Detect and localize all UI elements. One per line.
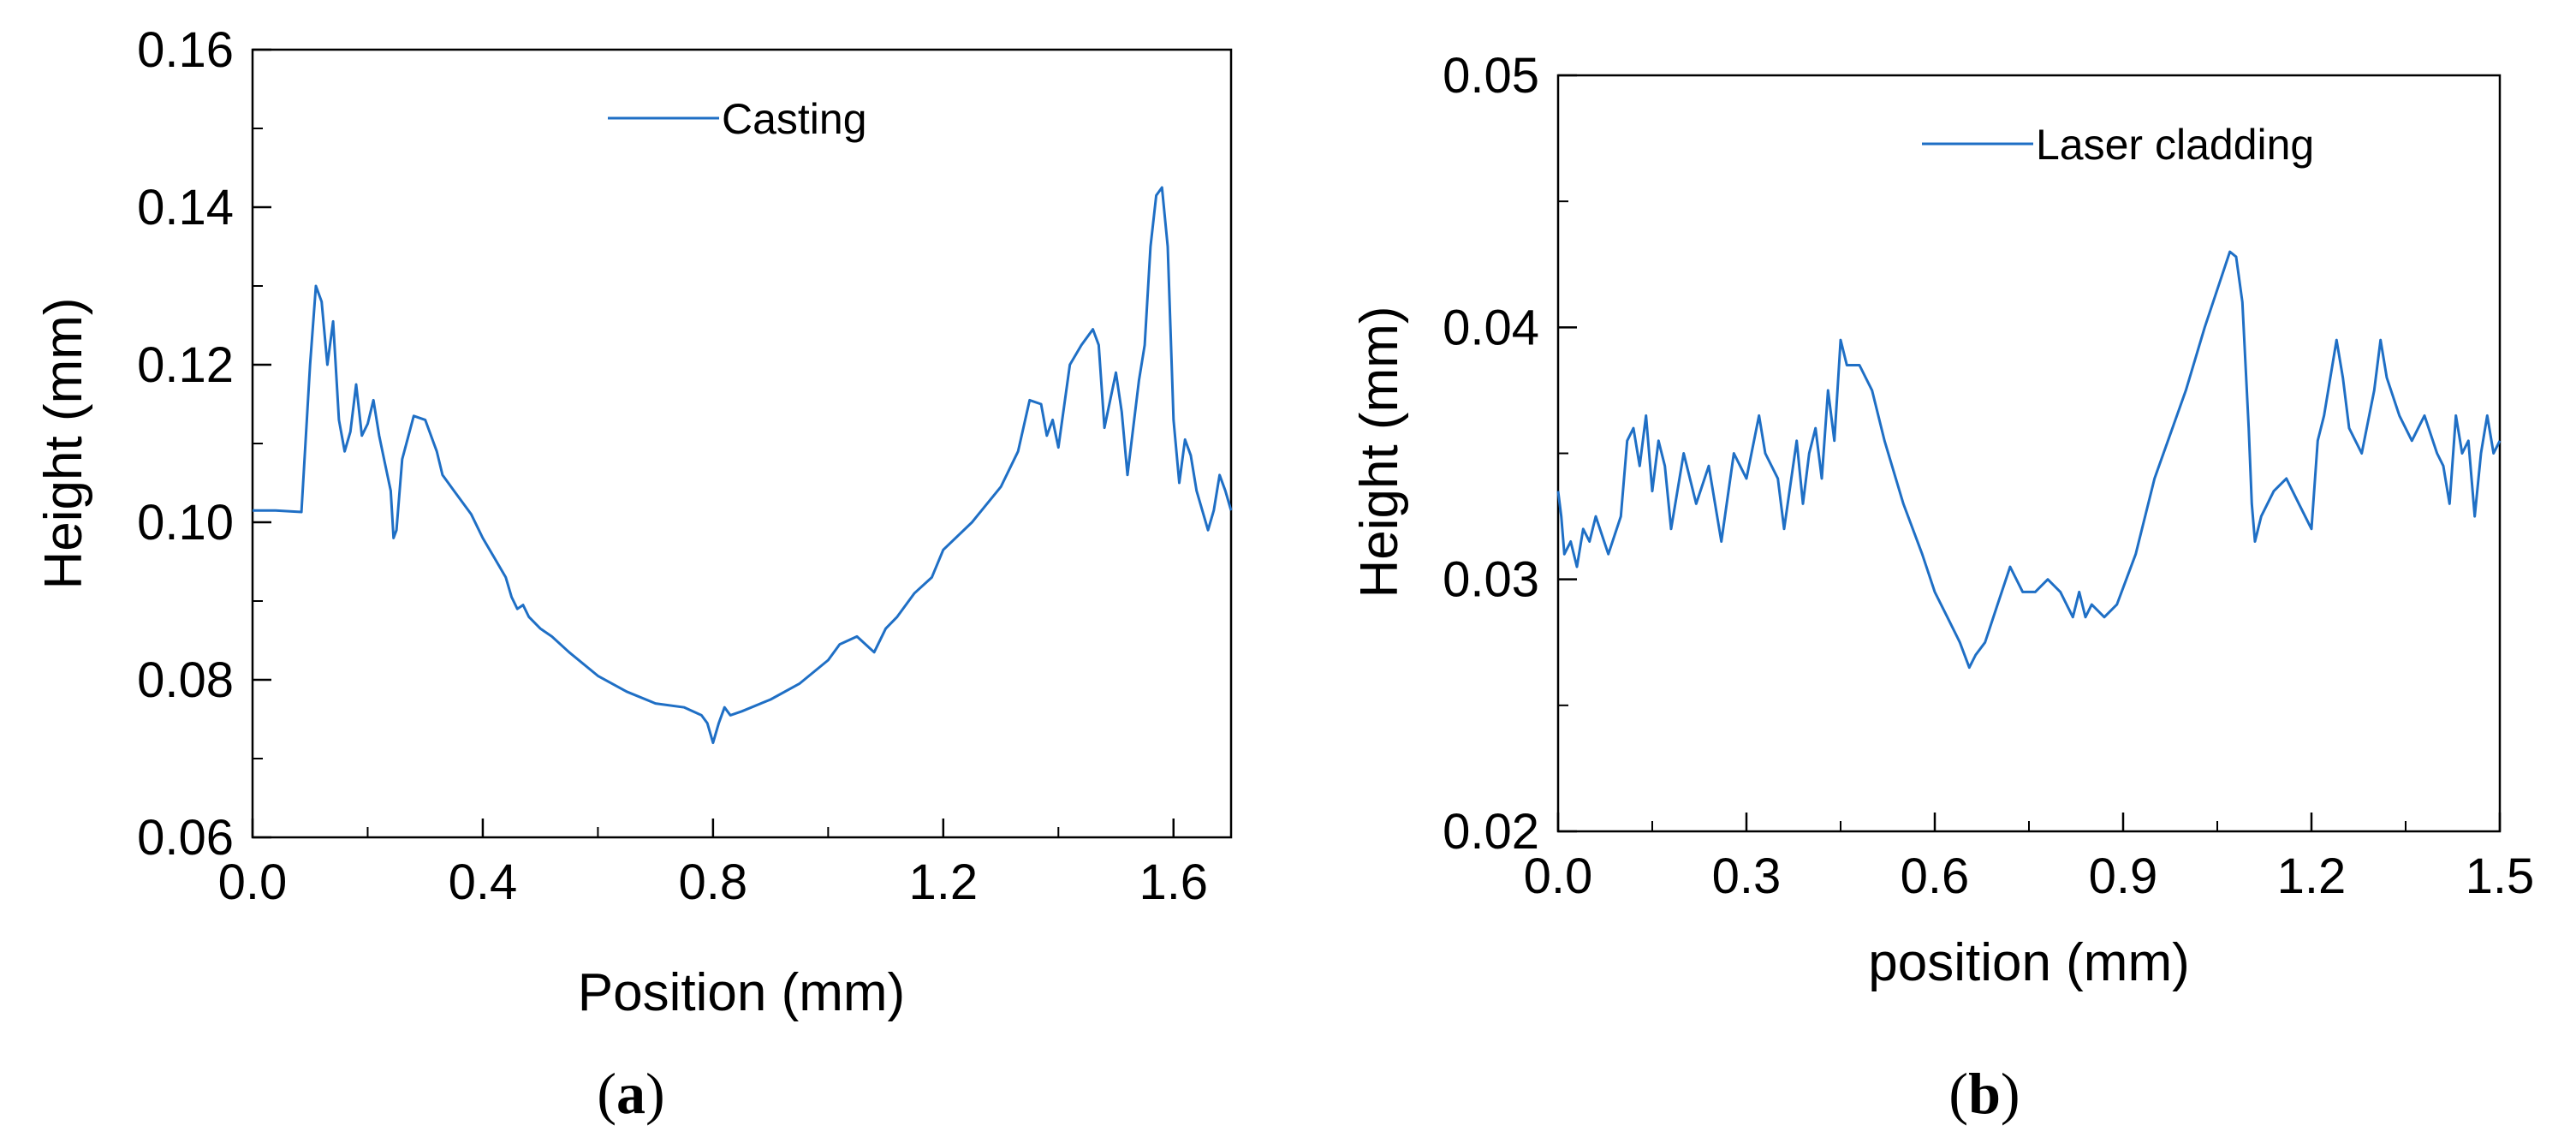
y-tick-label: 0.05 — [1443, 48, 1539, 104]
chart-b-series-laser-cladding — [1556, 250, 2502, 670]
x-tick-label: 0.9 — [2089, 848, 2158, 904]
x-tick-label: 0.8 — [679, 854, 748, 910]
panel-label-b: (b) — [1948, 1061, 2020, 1126]
chart-a-legend-label: Casting — [722, 95, 867, 143]
chart-b-ticks — [1556, 74, 2502, 833]
x-tick-label: 1.2 — [909, 854, 979, 910]
y-tick-label: 0.02 — [1443, 804, 1539, 860]
chart-b-y-tick-labels: 0.02 0.03 0.04 0.05 — [1443, 48, 1539, 860]
chart-b-frame — [1556, 74, 2502, 833]
chart-a: 0.0 0.4 0.8 1.2 1.6 0.06 0.08 0.10 0.12 0.14 0.16… — [34, 22, 1233, 1022]
x-tick-label: 1.2 — [2277, 848, 2347, 904]
chart-b-y-axis-title: Height (mm) — [1350, 306, 1409, 598]
y-tick-label: 0.06 — [137, 810, 234, 866]
chart-a-frame — [251, 48, 1233, 839]
y-tick-label: 0.08 — [137, 652, 234, 708]
chart-a-y-axis-title: Height (mm) — [34, 297, 93, 589]
chart-a-ticks — [251, 48, 1175, 839]
y-tick-label: 0.10 — [137, 495, 234, 551]
y-tick-label: 0.12 — [137, 337, 234, 393]
chart-a-series-casting — [253, 186, 1233, 745]
chart-b-x-tick-labels: 0.0 0.3 0.6 0.9 1.2 1.5 — [1524, 848, 2535, 904]
x-tick-label: 0.3 — [1712, 848, 1782, 904]
x-tick-label: 1.5 — [2466, 848, 2535, 904]
x-tick-label: 0.0 — [218, 854, 288, 910]
chart-b-legend-label: Laser cladding — [2036, 121, 2314, 169]
chart-a-x-tick-labels: 0.0 0.4 0.8 1.2 1.6 — [218, 854, 1208, 910]
y-tick-label: 0.14 — [137, 180, 234, 235]
x-tick-label: 0.4 — [449, 854, 518, 910]
chart-a-y-tick-labels: 0.06 0.08 0.10 0.12 0.14 0.16 — [137, 22, 234, 866]
chart-a-x-axis-title: Position (mm) — [578, 963, 905, 1022]
y-tick-label: 0.03 — [1443, 552, 1539, 608]
x-tick-label: 0.0 — [1524, 848, 1593, 904]
y-tick-label: 0.04 — [1443, 300, 1539, 355]
y-tick-label: 0.16 — [137, 22, 234, 78]
panel-label-a: (a) — [597, 1061, 664, 1126]
chart-b: 0.0 0.3 0.6 0.9 1.2 1.5 0.02 0.03 0.04 0.05 Lase… — [1350, 48, 2534, 992]
x-tick-label: 1.6 — [1139, 854, 1208, 910]
chart-b-x-axis-title: position (mm) — [1868, 933, 2190, 992]
x-tick-label: 0.6 — [1901, 848, 1970, 904]
